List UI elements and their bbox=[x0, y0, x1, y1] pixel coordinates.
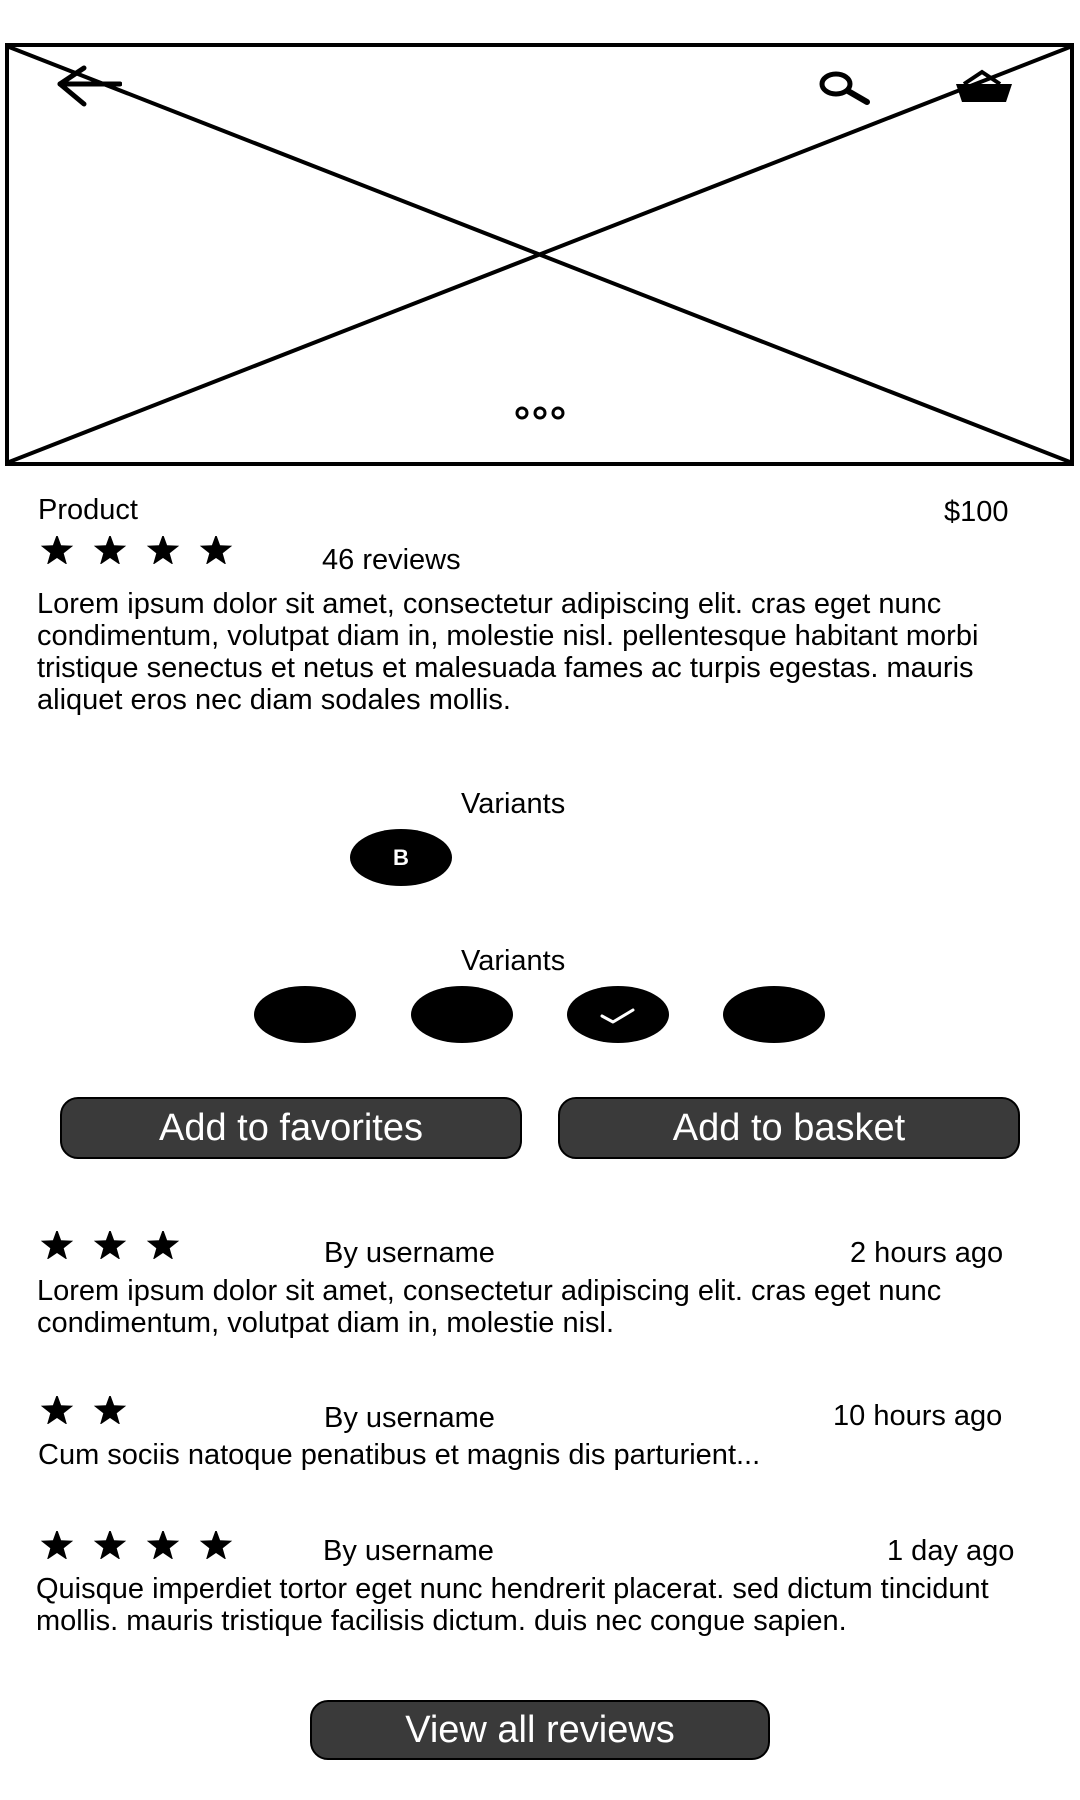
description-line: tristique senectus et netus et malesuada… bbox=[37, 652, 978, 684]
star-icon bbox=[41, 1396, 73, 1424]
star-icon bbox=[147, 536, 179, 564]
star-icon bbox=[41, 1531, 73, 1559]
star-icon bbox=[41, 1231, 73, 1259]
variant-option-label: B bbox=[393, 845, 409, 871]
variant-swatch[interactable] bbox=[411, 986, 513, 1043]
add-to-favorites-button[interactable]: Add to favorites bbox=[60, 1097, 522, 1159]
review-text: Lorem ipsum dolor sit amet, consectetur … bbox=[37, 1275, 941, 1339]
review-text-line: mollis. mauris tristique facilisis dictu… bbox=[36, 1605, 989, 1637]
review-rating bbox=[37, 1396, 143, 1429]
variant-option-b[interactable]: B bbox=[350, 829, 452, 886]
star-icon bbox=[147, 1531, 179, 1559]
reviews-count[interactable]: 46 reviews bbox=[322, 544, 461, 576]
review-rating bbox=[37, 1231, 196, 1264]
basket-icon[interactable] bbox=[954, 68, 1014, 104]
star-icon bbox=[147, 1231, 179, 1259]
star-icon bbox=[41, 536, 73, 564]
product-price: $100 bbox=[944, 496, 1009, 528]
arrow-left-icon[interactable] bbox=[54, 64, 122, 110]
description-line: condimentum, volutpat diam in, molestie … bbox=[37, 620, 978, 652]
star-icon bbox=[94, 1231, 126, 1259]
review-text-line: condimentum, volutpat diam in, molestie … bbox=[37, 1307, 941, 1339]
review-text: Cum sociis natoque penatibus et magnis d… bbox=[38, 1439, 760, 1471]
variant-swatch[interactable] bbox=[723, 986, 825, 1043]
review-rating bbox=[37, 1531, 249, 1564]
view-all-reviews-button[interactable]: View all reviews bbox=[310, 1700, 770, 1760]
star-icon bbox=[200, 536, 232, 564]
review-text: Quisque imperdiet tortor eget nunc hendr… bbox=[36, 1573, 989, 1637]
review-text-line: Cum sociis natoque penatibus et magnis d… bbox=[38, 1439, 760, 1471]
product-description: Lorem ipsum dolor sit amet, consectetur … bbox=[37, 588, 978, 716]
description-line: Lorem ipsum dolor sit amet, consectetur … bbox=[37, 588, 978, 620]
star-icon bbox=[94, 1531, 126, 1559]
review-author[interactable]: By username bbox=[324, 1402, 495, 1434]
add-to-basket-button[interactable]: Add to basket bbox=[558, 1097, 1020, 1159]
variant-swatch-selected[interactable] bbox=[567, 986, 669, 1043]
image-placeholder-cross bbox=[9, 47, 1070, 462]
product-name: Product bbox=[38, 494, 138, 526]
star-icon bbox=[200, 1531, 232, 1559]
variants-heading: Variants bbox=[461, 945, 565, 977]
star-icon bbox=[94, 536, 126, 564]
search-icon[interactable] bbox=[817, 70, 871, 106]
review-text-line: Lorem ipsum dolor sit amet, consectetur … bbox=[37, 1275, 941, 1307]
description-line: aliquet eros nec diam sodales mollis. bbox=[37, 684, 978, 716]
star-icon bbox=[94, 1396, 126, 1424]
carousel-dots-icon[interactable] bbox=[514, 405, 566, 421]
product-rating bbox=[37, 536, 249, 569]
review-text-line: Quisque imperdiet tortor eget nunc hendr… bbox=[36, 1573, 989, 1605]
variant-swatch[interactable] bbox=[254, 986, 356, 1043]
checkmark-icon bbox=[567, 986, 669, 1043]
review-author[interactable]: By username bbox=[324, 1237, 495, 1269]
review-time: 2 hours ago bbox=[850, 1237, 1003, 1269]
variants-heading: Variants bbox=[461, 788, 565, 820]
review-time: 10 hours ago bbox=[833, 1400, 1002, 1432]
review-time: 1 day ago bbox=[887, 1535, 1014, 1567]
review-author[interactable]: By username bbox=[323, 1535, 494, 1567]
product-image-placeholder[interactable] bbox=[5, 43, 1074, 466]
